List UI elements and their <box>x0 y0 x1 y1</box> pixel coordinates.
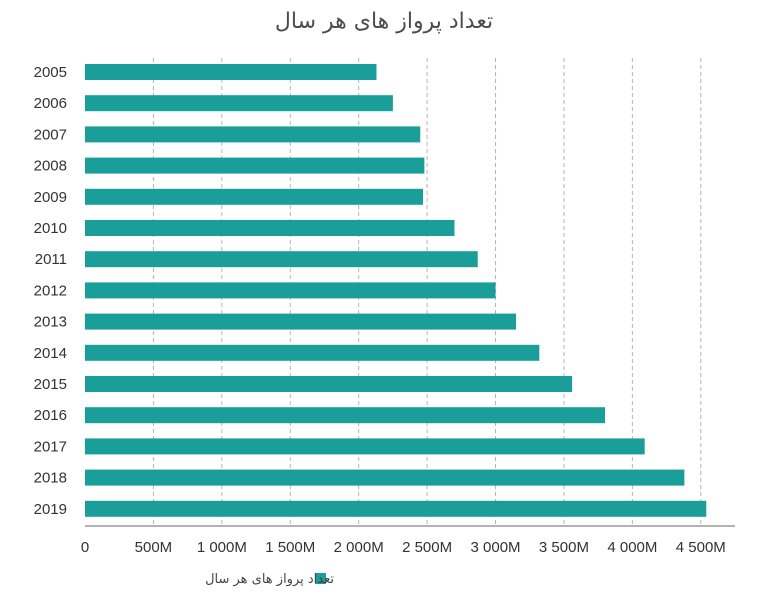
y-tick-label: 2006 <box>34 95 67 112</box>
legend: تعداد پرواز های هر سال <box>205 572 334 587</box>
y-tick-label: 2010 <box>34 220 67 237</box>
y-tick-label: 2005 <box>34 64 67 81</box>
bar-2009 <box>85 188 423 205</box>
y-tick-label: 2007 <box>34 126 67 143</box>
x-tick-label: 2 500M <box>402 539 452 556</box>
bar-2005 <box>85 64 377 80</box>
x-tick-label: 3 000M <box>471 539 521 556</box>
y-tick-label: 2018 <box>34 470 67 487</box>
bar-2010 <box>85 220 455 236</box>
bar-2013 <box>85 313 517 330</box>
bars <box>85 64 707 517</box>
y-tick-labels: 2005 2006 2007 2008 2009 2010 2011 2012 2013 2014… <box>34 64 67 518</box>
y-tick-label: 2008 <box>34 158 67 175</box>
x-tick-label: 4 500M <box>676 539 726 556</box>
y-tick-label: 2017 <box>34 438 67 455</box>
x-tick-label: 2 000M <box>334 539 384 556</box>
y-tick-label: 2015 <box>34 376 67 393</box>
bar-2007 <box>85 126 421 143</box>
bar-2008 <box>85 157 425 174</box>
legend-label: تعداد پرواز های هر سال <box>205 572 334 587</box>
y-tick-label: 2011 <box>35 251 67 268</box>
bar-2011 <box>85 251 478 268</box>
y-tick-label: 2012 <box>34 282 67 299</box>
x-tick-label: 500M <box>135 539 173 556</box>
x-tick-label: 0 <box>81 539 89 556</box>
bar-2014 <box>85 344 540 361</box>
bar-2015 <box>85 376 573 392</box>
bar-2019 <box>85 500 707 517</box>
x-tick-label: 1 000M <box>197 539 247 556</box>
chart-title: تعداد پرواز های هر سال <box>275 9 493 34</box>
bar-2017 <box>85 438 645 455</box>
y-tick-label: 2013 <box>34 314 67 331</box>
bar-2012 <box>85 282 496 299</box>
bar-2006 <box>85 95 393 112</box>
x-tick-label: 4 000M <box>607 539 657 556</box>
bar-2018 <box>85 469 685 486</box>
y-tick-label: 2014 <box>34 345 67 362</box>
y-tick-label: 2019 <box>34 501 67 518</box>
bar-2016 <box>85 407 605 424</box>
x-tick-labels: 0 500M 1 000M 1 500M 2 000M 2 500M 3 000M 3 500… <box>81 539 726 556</box>
x-tick-label: 3 500M <box>539 539 589 556</box>
legend-swatch <box>315 573 326 584</box>
y-tick-label: 2016 <box>34 407 67 424</box>
y-tick-label: 2009 <box>34 189 67 206</box>
x-tick-label: 1 500M <box>265 539 315 556</box>
